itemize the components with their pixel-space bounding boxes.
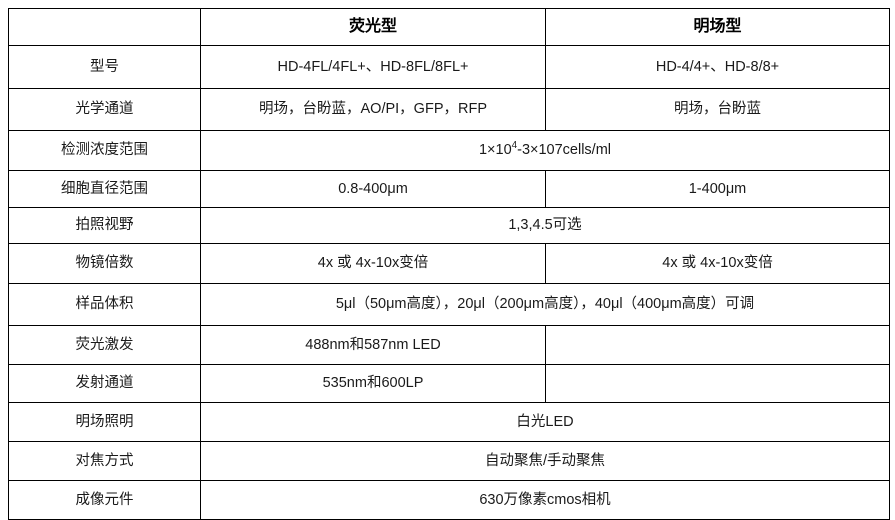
table-row-fluorescence-excitation: 荧光激发 488nm和587nm LED — [8, 325, 890, 365]
concentration-prefix: 1×10 — [478, 142, 512, 159]
row-label-emission-channel: 发射通道 — [8, 364, 201, 403]
cell-emission-brightfield — [545, 364, 890, 403]
table-row-field-of-view: 拍照视野 1,3,4.5可选 — [8, 207, 890, 244]
row-label-model: 型号 — [8, 45, 201, 89]
table-row-cell-diameter-range: 细胞直径范围 0.8-400μm 1-400μm — [8, 170, 890, 208]
cell-field-of-view-value: 1,3,4.5可选 — [200, 207, 890, 244]
table-row-model: 型号 HD-4FL/4FL+、HD-8FL/8FL+ HD-4/4+、HD-8/… — [8, 45, 890, 89]
table-header-row: 荧光型 明场型 — [8, 8, 890, 46]
cell-excitation-fluorescence: 488nm和587nm LED — [200, 325, 546, 365]
table-row-concentration-range: 检测浓度范围 1×104-3×107cells/ml — [8, 130, 890, 171]
row-label-sample-volume: 样品体积 — [8, 283, 201, 326]
cell-diameter-brightfield: 1-400μm — [545, 170, 890, 208]
header-cell-brightfield: 明场型 — [545, 8, 890, 46]
specification-table: 荧光型 明场型 型号 HD-4FL/4FL+、HD-8FL/8FL+ HD-4/… — [8, 8, 890, 520]
cell-brightfield-illumination-value: 白光LED — [200, 402, 890, 442]
concentration-exponent: 4 — [511, 140, 518, 152]
row-label-fluorescence-excitation: 荧光激发 — [8, 325, 201, 365]
row-label-optical-channel: 光学通道 — [8, 88, 201, 131]
table-row-emission-channel: 发射通道 535nm和600LP — [8, 364, 890, 403]
concentration-suffix: -3×107cells/ml — [517, 142, 612, 159]
row-label-concentration-range: 检测浓度范围 — [8, 130, 201, 171]
table-row-sample-volume: 样品体积 5μl（50μm高度），20μl（200μm高度），40μl（400μ… — [8, 283, 890, 326]
cell-sample-volume-value: 5μl（50μm高度），20μl（200μm高度），40μl（400μm高度）可… — [200, 283, 890, 326]
row-label-image-sensor: 成像元件 — [8, 480, 201, 520]
header-cell-blank — [8, 8, 201, 46]
row-label-focus-mode: 对焦方式 — [8, 441, 201, 481]
row-label-objective-magnification: 物镜倍数 — [8, 243, 201, 284]
table-row-image-sensor: 成像元件 630万像素cmos相机 — [8, 480, 890, 520]
cell-focus-mode-value: 自动聚焦/手动聚焦 — [200, 441, 890, 481]
row-label-brightfield-illumination: 明场照明 — [8, 402, 201, 442]
cell-optical-channel-brightfield: 明场，台盼蓝 — [545, 88, 890, 131]
cell-emission-fluorescence: 535nm和600LP — [200, 364, 546, 403]
cell-magnification-brightfield: 4x 或 4x-10x变倍 — [545, 243, 890, 284]
table-body: 荧光型 明场型 型号 HD-4FL/4FL+、HD-8FL/8FL+ HD-4/… — [8, 8, 890, 520]
cell-model-fluorescence: HD-4FL/4FL+、HD-8FL/8FL+ — [200, 45, 546, 89]
cell-optical-channel-fluorescence: 明场，台盼蓝，AO/PI，GFP，RFP — [200, 88, 546, 131]
table-row-optical-channel: 光学通道 明场，台盼蓝，AO/PI，GFP，RFP 明场，台盼蓝 — [8, 88, 890, 131]
row-label-cell-diameter-range: 细胞直径范围 — [8, 170, 201, 208]
cell-concentration-range-value: 1×104-3×107cells/ml — [200, 130, 890, 171]
row-label-field-of-view: 拍照视野 — [8, 207, 201, 244]
cell-excitation-brightfield — [545, 325, 890, 365]
table-row-objective-magnification: 物镜倍数 4x 或 4x-10x变倍 4x 或 4x-10x变倍 — [8, 243, 890, 284]
header-cell-fluorescence: 荧光型 — [200, 8, 546, 46]
cell-model-brightfield: HD-4/4+、HD-8/8+ — [545, 45, 890, 89]
cell-image-sensor-value: 630万像素cmos相机 — [200, 480, 890, 520]
cell-magnification-fluorescence: 4x 或 4x-10x变倍 — [200, 243, 546, 284]
cell-diameter-fluorescence: 0.8-400μm — [200, 170, 546, 208]
table-row-brightfield-illumination: 明场照明 白光LED — [8, 402, 890, 442]
table-row-focus-mode: 对焦方式 自动聚焦/手动聚焦 — [8, 441, 890, 481]
